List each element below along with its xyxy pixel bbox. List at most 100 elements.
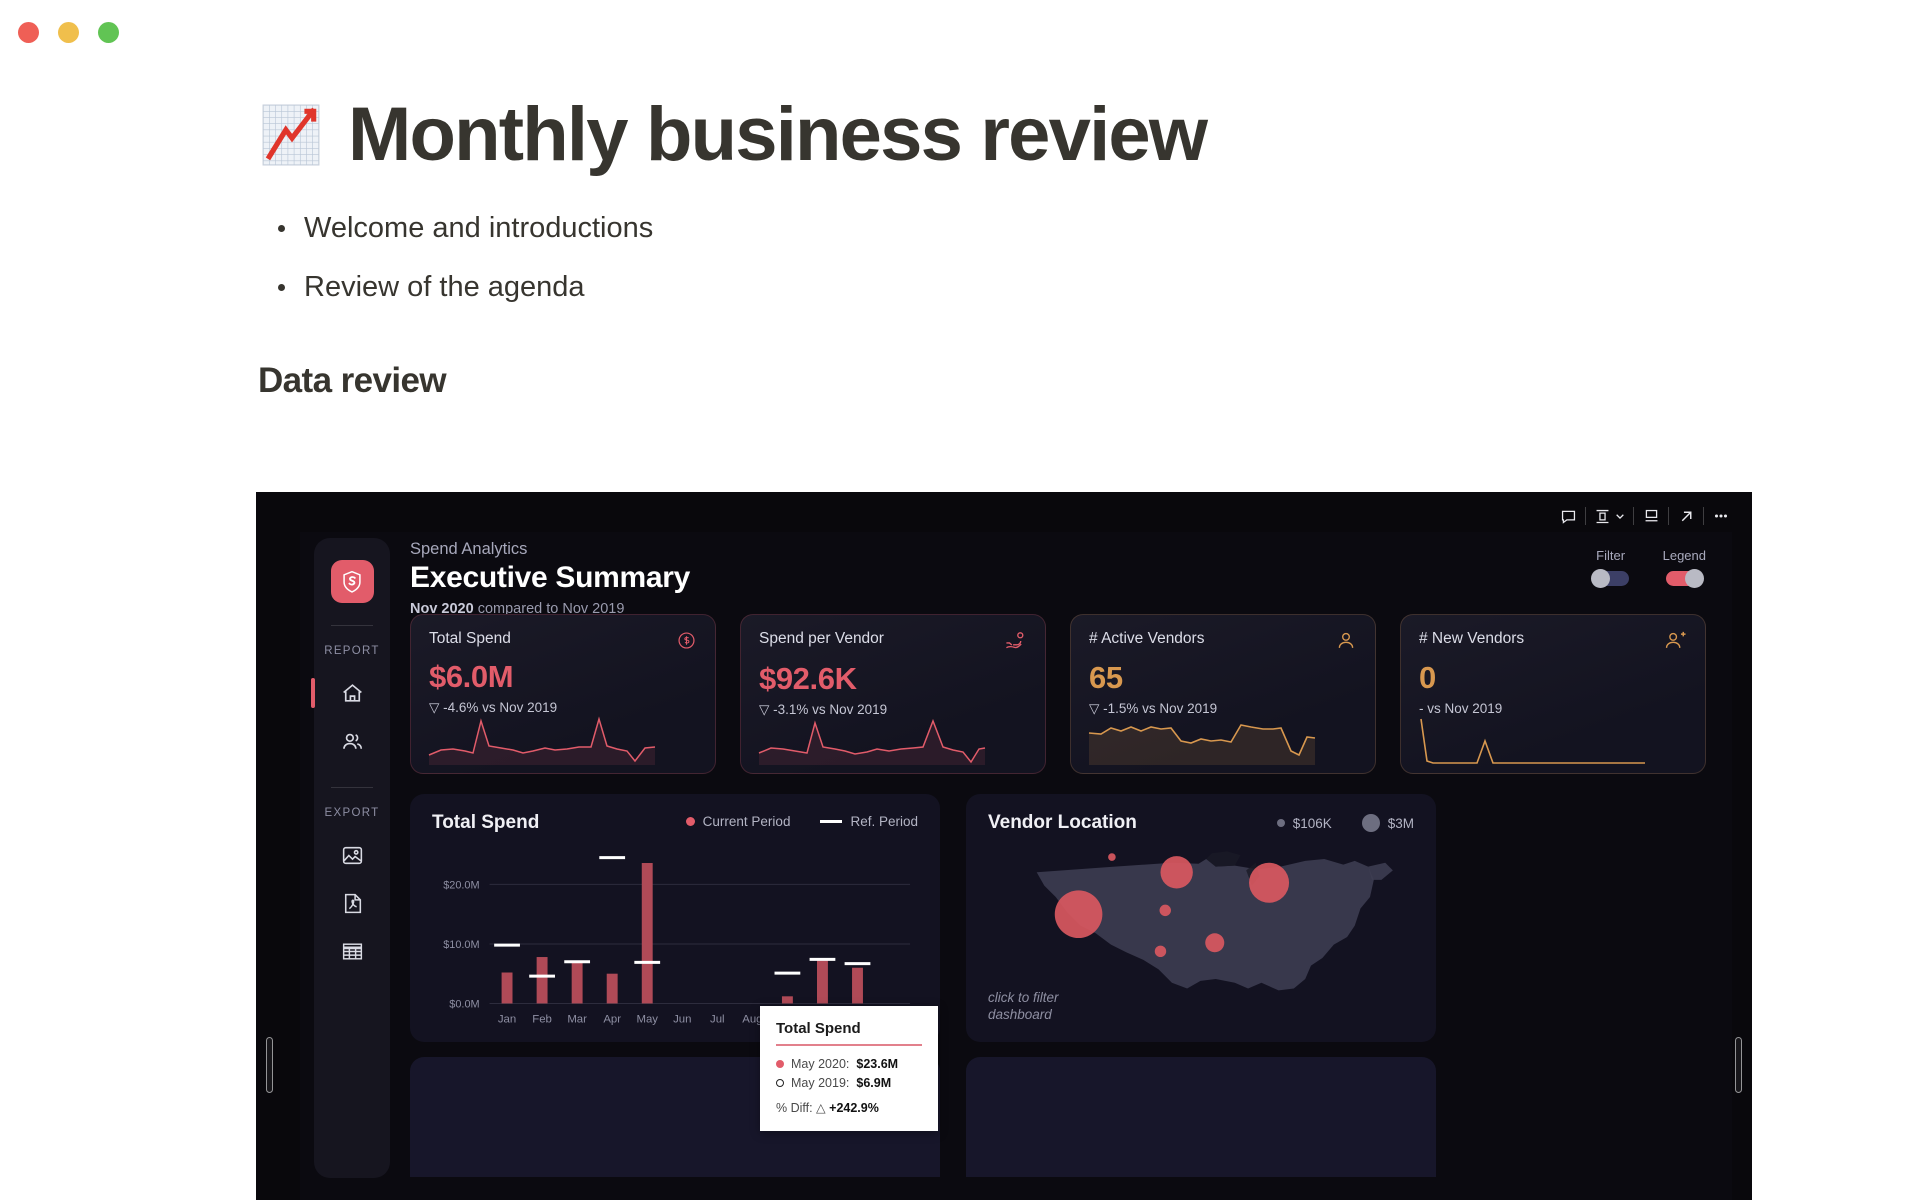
sidebar-divider xyxy=(331,625,373,626)
total-spend-bar-chart[interactable]: $0.0M $10.0M $20.0M Jan Feb Mar Apr May Jun Jul Au… xyxy=(432,842,918,1032)
map-filter-hint-line1: click to filter xyxy=(988,989,1059,1005)
kpi-delta: - vs Nov 2019 xyxy=(1419,701,1503,716)
dashboard-toggles: Filter Legend xyxy=(1590,548,1706,588)
bar[interactable] xyxy=(606,973,618,1004)
embed-resize-handle-right[interactable] xyxy=(1735,1037,1742,1093)
map-bubble[interactable] xyxy=(1160,856,1193,889)
home-icon xyxy=(342,683,362,702)
panel-title: Vendor Location xyxy=(988,812,1137,833)
bar[interactable] xyxy=(501,972,513,1004)
kpi-sparkline xyxy=(1420,718,1645,764)
tooltip-row-value: $6.9M xyxy=(856,1075,892,1090)
bar[interactable] xyxy=(852,967,863,1004)
table-icon xyxy=(342,942,362,960)
embed-toolbar xyxy=(1551,501,1738,531)
pdf-icon xyxy=(344,893,361,913)
window-minimize-button[interactable] xyxy=(58,22,79,43)
kpi-card-new-vendors[interactable]: # New Vendors 0 - vs Nov 2019 xyxy=(1400,614,1706,774)
legend-toggle[interactable] xyxy=(1666,569,1705,588)
map-bubble[interactable] xyxy=(1205,933,1225,953)
map-bubble[interactable] xyxy=(1154,945,1167,958)
tooltip-divider xyxy=(776,1044,922,1046)
panel-title: Total Spend xyxy=(432,812,540,833)
kpi-delta: ▽ -4.6% vs Nov 2019 xyxy=(429,700,558,715)
map-bubble[interactable] xyxy=(1159,904,1171,917)
chart-legend: Current Period Ref. Period xyxy=(685,814,918,829)
map-legend-label: $3M xyxy=(1387,815,1414,831)
tooltip-title: Total Spend xyxy=(776,1020,861,1037)
kpi-card-active-vendors[interactable]: # Active Vendors 65 ▽ -1.5% vs Nov 2019 xyxy=(1070,614,1376,774)
panel-bottom-right[interactable] xyxy=(966,1057,1436,1177)
image-icon xyxy=(342,846,362,864)
legend-marker-line xyxy=(820,820,843,823)
panel-vendor-location[interactable]: Vendor Location $106K $3M xyxy=(966,794,1436,1042)
tooltip-row-label: May 2019: xyxy=(791,1075,850,1090)
kpi-card-spend-per-vendor[interactable]: Spend per Vendor $92.6K ▽ -3.1% vs Nov 2… xyxy=(740,614,1046,774)
tooltip-row-reference: May 2019: $6.9M xyxy=(776,1076,922,1090)
kpi-delta: ▽ -3.1% vs Nov 2019 xyxy=(759,702,888,717)
open-external-icon[interactable] xyxy=(1669,501,1703,531)
dashboard-header: Spend Analytics Executive Summary Nov 20… xyxy=(410,540,690,617)
chart-increasing-icon xyxy=(258,102,324,168)
app-logo-icon[interactable] xyxy=(330,560,374,603)
legend-item-current-period[interactable]: Current Period xyxy=(685,814,791,829)
map-bubble[interactable] xyxy=(1108,853,1116,861)
window-close-button[interactable] xyxy=(18,22,39,43)
bullet-icon xyxy=(278,283,285,291)
list-item: Welcome and introductions xyxy=(278,209,1728,248)
filter-toggle[interactable] xyxy=(1590,569,1629,588)
dashboard-embed[interactable]: REPORT EXPORT xyxy=(256,492,1752,1200)
bar[interactable] xyxy=(571,961,583,1004)
x-axis-tick-label: Jan xyxy=(498,1013,516,1025)
map-legend-label: $106K xyxy=(1292,815,1332,831)
toolbar-divider xyxy=(1633,507,1634,525)
comment-icon[interactable] xyxy=(1551,501,1585,531)
legend-label: Current Period xyxy=(702,814,791,829)
caption-icon[interactable] xyxy=(1634,501,1668,531)
map-filter-hint-line2: dashboard xyxy=(988,1007,1052,1023)
tooltip-diff-label: % Diff: △ xyxy=(776,1100,830,1115)
kpi-value: 0 xyxy=(1419,660,1436,695)
bubble-small-icon xyxy=(1276,819,1285,827)
window-zoom-button[interactable] xyxy=(98,22,119,43)
y-axis-tick-label: $10.0M xyxy=(443,939,479,951)
bar[interactable] xyxy=(816,960,828,1004)
filter-toggle-group: Filter xyxy=(1590,548,1629,588)
window-controls xyxy=(18,22,119,43)
kpi-title: Spend per Vendor xyxy=(759,630,884,647)
map-filter-hint: click to filter dashboard xyxy=(988,989,1059,1024)
map-bubble[interactable] xyxy=(1249,862,1290,903)
usa-bubble-map[interactable] xyxy=(1000,838,1420,1038)
panel-total-spend[interactable]: Total Spend Current Period Ref. Period $… xyxy=(410,794,940,1042)
x-axis-tick-label: Apr xyxy=(603,1013,621,1025)
kpi-card-total-spend[interactable]: Total Spend $6.0M ▽ -4.6% vs Nov 2019 xyxy=(410,614,716,774)
map-bubble[interactable] xyxy=(1054,890,1103,938)
legend-item-ref-period[interactable]: Ref. Period xyxy=(820,814,918,829)
bar[interactable] xyxy=(641,863,653,1004)
crop-icon[interactable] xyxy=(1586,501,1633,531)
embed-resize-handle-left[interactable] xyxy=(266,1037,273,1093)
bottom-panel-row xyxy=(410,1057,1706,1177)
x-axis-tick-label: Mar xyxy=(567,1013,587,1025)
sidebar-divider xyxy=(331,787,373,788)
more-options-icon[interactable] xyxy=(1704,501,1738,531)
tooltip-diff-value: +242.9% xyxy=(829,1100,879,1115)
period-current: Nov 2020 xyxy=(410,601,474,617)
bar[interactable] xyxy=(781,996,793,1004)
sidebar-item-export-image[interactable] xyxy=(314,831,390,879)
list-item: Review of the agenda xyxy=(278,268,1728,307)
dashboard-eyebrow: Spend Analytics xyxy=(410,540,528,558)
legend-label: Ref. Period xyxy=(850,814,918,829)
tooltip-row-value: $23.6M xyxy=(856,1056,899,1071)
bar[interactable] xyxy=(536,957,548,1004)
sidebar-item-export-pdf[interactable] xyxy=(314,879,390,927)
kpi-sparkline xyxy=(758,718,986,765)
bullet-icon xyxy=(278,224,285,232)
sidebar-item-people[interactable] xyxy=(314,717,390,765)
sidebar-item-export-table[interactable] xyxy=(314,927,390,975)
map-legend-item-large: $3M xyxy=(1361,814,1414,832)
sidebar-item-home[interactable] xyxy=(311,669,390,717)
map-bubbles xyxy=(1054,853,1290,958)
toggle-knob xyxy=(1685,569,1705,588)
kpi-value: $92.6K xyxy=(759,661,857,696)
